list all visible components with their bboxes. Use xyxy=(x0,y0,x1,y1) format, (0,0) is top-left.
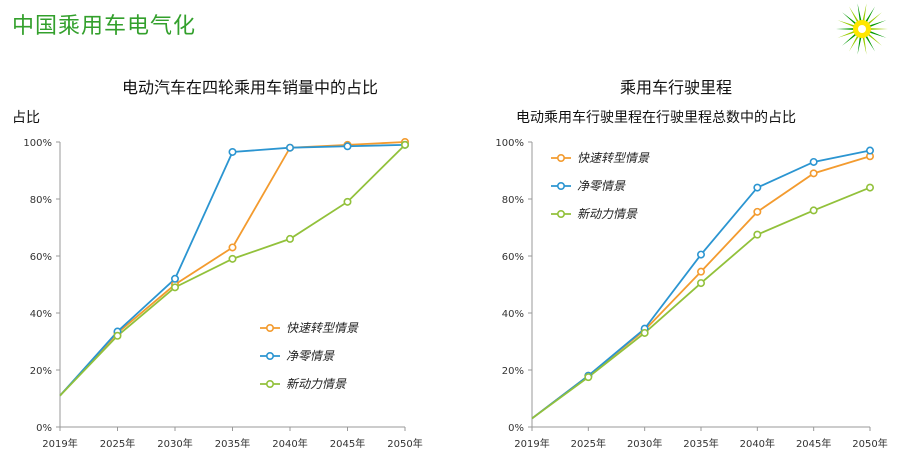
legend-label: 快速转型情景 xyxy=(577,151,650,165)
data-point xyxy=(753,207,762,216)
legend-swatch-marker xyxy=(556,182,565,191)
x-tick-label: 2025年 xyxy=(100,437,135,450)
data-point xyxy=(753,183,762,192)
y-tick-label: 0% xyxy=(508,423,524,434)
x-tick-label: 2045年 xyxy=(796,437,831,450)
data-point xyxy=(343,142,352,151)
y-tick-label: 80% xyxy=(30,195,52,206)
legend-swatch-marker xyxy=(265,323,274,332)
x-tick-label: 2050年 xyxy=(852,437,887,450)
x-tick-label: 2035年 xyxy=(683,437,718,450)
data-point xyxy=(343,197,352,206)
y-tick-label: 0% xyxy=(36,423,52,434)
chart-right-title: 乘用车行驶里程 xyxy=(620,78,732,97)
y-tick-label: 80% xyxy=(502,195,524,206)
legend-item: 新动力情景 xyxy=(551,207,638,221)
chart-right-subtitle: 电动乘用车行驶里程在行驶里程总数中的占比 xyxy=(516,109,796,126)
y-tick-label: 60% xyxy=(30,252,52,263)
y-tick-label: 60% xyxy=(502,252,524,263)
chart-right: 乘用车行驶里程 电动乘用车行驶里程在行驶里程总数中的占比 0% 20% 40% 60%… xyxy=(495,78,887,450)
data-point xyxy=(285,234,294,243)
data-point xyxy=(400,140,409,149)
data-point xyxy=(865,183,874,192)
y-tick-label: 100% xyxy=(495,138,524,149)
data-point xyxy=(865,146,874,155)
data-point xyxy=(285,143,294,152)
series-line xyxy=(59,143,406,397)
legend-swatch-marker xyxy=(265,351,274,360)
x-tick-label: 2019年 xyxy=(514,437,549,450)
data-point xyxy=(228,147,237,156)
x-tick-label: 2019年 xyxy=(42,437,77,450)
legend-label: 新动力情景 xyxy=(286,377,347,391)
x-tick-label: 2045年 xyxy=(330,437,365,450)
data-point xyxy=(696,279,705,288)
series-line xyxy=(531,186,871,420)
y-tick-label: 40% xyxy=(502,309,524,320)
data-point xyxy=(696,267,705,276)
legend-swatch-marker xyxy=(556,210,565,219)
y-tick-label: 100% xyxy=(23,138,52,149)
chart-left-title: 电动汽车在四轮乘用车销量中的占比 xyxy=(122,78,378,97)
data-point xyxy=(809,157,818,166)
series-line xyxy=(59,141,406,397)
x-tick-label: 2040年 xyxy=(740,437,775,450)
x-tick-label: 2040年 xyxy=(272,437,307,450)
slide-title: 中国乘用车电气化 xyxy=(12,14,197,39)
data-point xyxy=(171,274,180,283)
bp-helios-icon xyxy=(836,3,888,55)
y-tick-label: 20% xyxy=(30,366,52,377)
legend-item: 新动力情景 xyxy=(260,377,347,391)
legend-label: 净零情景 xyxy=(286,349,335,363)
data-point xyxy=(228,243,237,252)
legend-item: 净零情景 xyxy=(260,349,335,363)
x-tick-label: 2030年 xyxy=(627,437,662,450)
legend-item: 快速转型情景 xyxy=(551,151,650,165)
data-point xyxy=(696,250,705,259)
data-point xyxy=(809,206,818,215)
data-point xyxy=(640,328,649,337)
chart-left-ylabel: 占比 xyxy=(12,110,40,126)
data-point xyxy=(228,254,237,263)
legend-label: 快速转型情景 xyxy=(286,321,359,335)
x-tick-label: 2035年 xyxy=(215,437,250,450)
data-point xyxy=(113,331,122,340)
x-tick-label: 2025年 xyxy=(571,437,606,450)
data-point xyxy=(171,283,180,292)
legend-swatch-marker xyxy=(556,154,565,163)
legend-swatch-marker xyxy=(265,379,274,388)
legend-item: 快速转型情景 xyxy=(260,321,359,335)
legend-item: 净零情景 xyxy=(551,179,626,193)
data-point xyxy=(584,373,593,382)
y-tick-label: 40% xyxy=(30,309,52,320)
data-point xyxy=(753,230,762,239)
legend-label: 净零情景 xyxy=(577,179,626,193)
legend-label: 新动力情景 xyxy=(577,207,638,221)
x-tick-label: 2030年 xyxy=(157,437,192,450)
x-tick-label: 2050年 xyxy=(387,437,422,450)
series-line xyxy=(59,144,406,397)
y-tick-label: 20% xyxy=(502,366,524,377)
data-point xyxy=(809,169,818,178)
chart-left: 电动汽车在四轮乘用车销量中的占比 占比 0% 20% 40% 60% 80% 100% 20… xyxy=(12,78,423,450)
